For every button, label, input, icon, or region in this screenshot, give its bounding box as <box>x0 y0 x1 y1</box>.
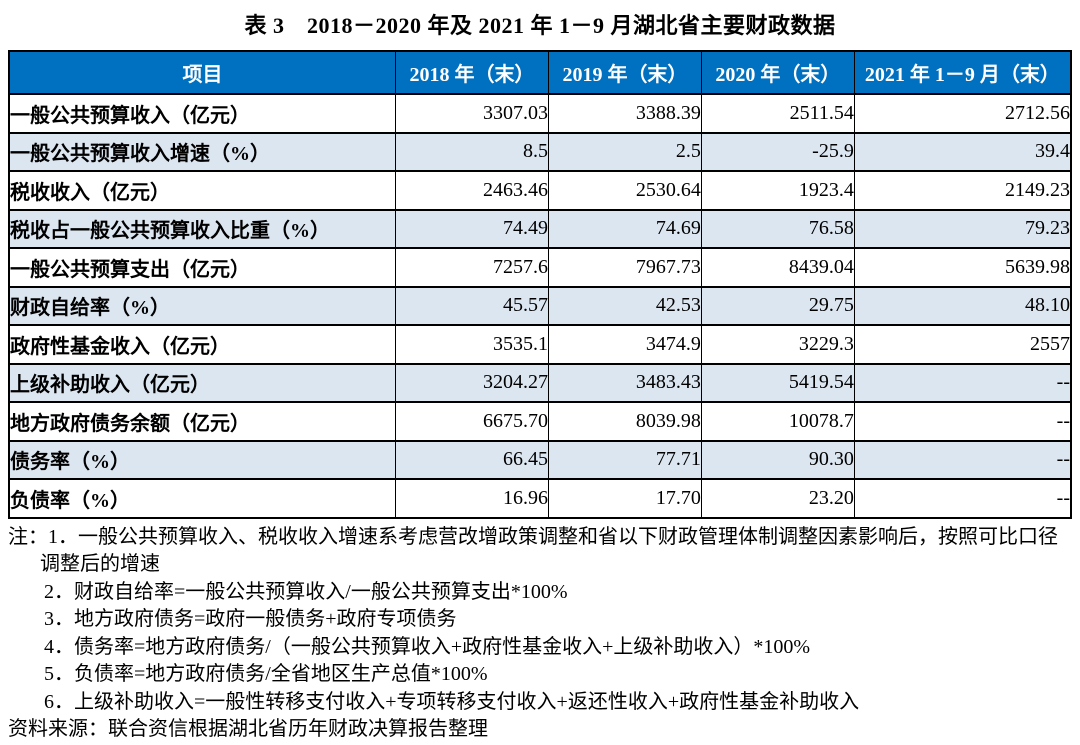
cell-value: 29.75 <box>700 285 855 326</box>
cell-value: 39.4 <box>853 131 1072 172</box>
note-item-4: 4．债务率=地方政府债务/（一般公共预算收入+政府性基金收入+上级补助收入）*1… <box>44 634 1072 662</box>
note-item-1: 注：1．一般公共预算收入、税收收入增速系考虑营改增政策调整和省以下财政管理体制调… <box>8 524 1072 579</box>
row-label: 财政自给率（%） <box>8 285 397 326</box>
row-label: 一般公共预算收入（亿元） <box>8 93 397 134</box>
cell-value: 3474.9 <box>547 324 702 365</box>
table-row: 负债率（%） 16.96 17.70 23.20 -- <box>8 478 1072 519</box>
cell-value: 2149.23 <box>853 170 1072 211</box>
cell-value: 3204.27 <box>395 362 549 403</box>
table-row: 债务率（%） 66.45 77.71 90.30 -- <box>8 439 1072 480</box>
note-number: 2． <box>44 580 74 603</box>
cell-value: 17.70 <box>547 478 702 519</box>
cell-value: 45.57 <box>395 285 549 326</box>
cell-value: -- <box>853 401 1072 442</box>
row-label: 地方政府债务余额（亿元） <box>8 401 397 442</box>
table-row: 一般公共预算收入增速（%） 8.5 2.5 -25.9 39.4 <box>8 131 1072 172</box>
cell-value: 6675.70 <box>395 401 549 442</box>
cell-value: 16.96 <box>395 478 549 519</box>
table-row: 政府性基金收入（亿元） 3535.1 3474.9 3229.3 2557 <box>8 324 1072 365</box>
cell-value: 2557 <box>853 324 1072 365</box>
column-header-2018: 2018 年（末） <box>395 50 549 95</box>
footnotes: 注：1．一般公共预算收入、税收收入增速系考虑营改增政策调整和省以下财政管理体制调… <box>8 524 1072 717</box>
column-header-item: 项目 <box>8 50 397 95</box>
row-label: 税收收入（亿元） <box>8 170 397 211</box>
cell-value: 2463.46 <box>395 170 549 211</box>
cell-value: -- <box>853 478 1072 519</box>
cell-value: 1923.4 <box>700 170 855 211</box>
note-text: 财政自给率=一般公共预算收入/一般公共预算支出*100% <box>74 580 568 603</box>
note-text: 一般公共预算收入、税收收入增速系考虑营改增政策调整和省以下财政管理体制调整因素影… <box>40 525 1058 576</box>
row-label: 一般公共预算支出（亿元） <box>8 247 397 288</box>
note-text: 负债率=地方政府债务/全省地区生产总值*100% <box>74 663 488 685</box>
note-item-3: 3．地方政府债务=政府一般债务+政府专项债务 <box>44 606 1072 634</box>
cell-value: 7967.73 <box>547 247 702 288</box>
cell-value: 2.5 <box>547 131 702 172</box>
table-row: 财政自给率（%） 45.57 42.53 29.75 48.10 <box>8 285 1072 326</box>
note-number: 6． <box>44 690 74 713</box>
fiscal-data-table: 项目 2018 年（末） 2019 年（末） 2020 年（末） 2021 年 … <box>8 50 1072 519</box>
cell-value: 5419.54 <box>700 362 855 403</box>
cell-value: 77.71 <box>547 439 702 480</box>
cell-value: 8.5 <box>395 131 549 172</box>
column-header-2020: 2020 年（末） <box>700 50 855 95</box>
row-label: 政府性基金收入（亿元） <box>8 324 397 365</box>
cell-value: 3229.3 <box>700 324 855 365</box>
note-number: 1． <box>48 525 78 548</box>
note-number: 4． <box>44 635 74 658</box>
cell-value: 23.20 <box>700 478 855 519</box>
notes-label: 注： <box>8 525 48 548</box>
cell-value: -25.9 <box>700 131 855 172</box>
column-header-2019: 2019 年（末） <box>547 50 702 95</box>
cell-value: 42.53 <box>547 285 702 326</box>
cell-value: 3388.39 <box>547 93 702 134</box>
cell-value: -- <box>853 362 1072 403</box>
table-row: 一般公共预算收入（亿元） 3307.03 3388.39 2511.54 271… <box>8 93 1072 134</box>
page-title: 表 3 2018－2020 年及 2021 年 1－9 月湖北省主要财政数据 <box>244 13 836 38</box>
cell-value: 76.58 <box>700 208 855 249</box>
cell-value: 79.23 <box>853 208 1072 249</box>
column-header-2021: 2021 年 1－9 月（末） <box>853 50 1072 95</box>
table-row: 一般公共预算支出（亿元） 7257.6 7967.73 8439.04 5639… <box>8 247 1072 288</box>
note-text: 地方政府债务=政府一般债务+政府专项债务 <box>74 608 457 630</box>
cell-value: 3483.43 <box>547 362 702 403</box>
table-row: 地方政府债务余额（亿元） 6675.70 8039.98 10078.7 -- <box>8 401 1072 442</box>
cell-value: 2511.54 <box>700 93 855 134</box>
row-label: 一般公共预算收入增速（%） <box>8 131 397 172</box>
cell-value: 8439.04 <box>700 247 855 288</box>
header-row: 项目 2018 年（末） 2019 年（末） 2020 年（末） 2021 年 … <box>8 50 1072 95</box>
table-row: 税收占一般公共预算收入比重（%） 74.49 74.69 76.58 79.23 <box>8 208 1072 249</box>
row-label: 负债率（%） <box>8 478 397 519</box>
note-item-5: 5．负债率=地方政府债务/全省地区生产总值*100% <box>44 661 1072 689</box>
cell-value: 5639.98 <box>853 247 1072 288</box>
row-label: 上级补助收入（亿元） <box>8 362 397 403</box>
row-label: 税收占一般公共预算收入比重（%） <box>8 208 397 249</box>
source-line: 资料来源：联合资信根据湖北省历年财政决算报告整理 <box>8 718 488 740</box>
note-number: 3． <box>44 608 74 630</box>
cell-value: 3535.1 <box>395 324 549 365</box>
cell-value: 90.30 <box>700 439 855 480</box>
table-row: 上级补助收入（亿元） 3204.27 3483.43 5419.54 -- <box>8 362 1072 403</box>
cell-value: 48.10 <box>853 285 1072 326</box>
cell-value: 74.49 <box>395 208 549 249</box>
note-text: 上级补助收入=一般性转移支付收入+专项转移支付收入+返还性收入+政府性基金补助收… <box>74 690 860 713</box>
cell-value: 10078.7 <box>700 401 855 442</box>
cell-value: 3307.03 <box>395 93 549 134</box>
note-text: 债务率=地方政府债务/（一般公共预算收入+政府性基金收入+上级补助收入）*100… <box>74 635 811 658</box>
table-row: 税收收入（亿元） 2463.46 2530.64 1923.4 2149.23 <box>8 170 1072 211</box>
cell-value: -- <box>853 439 1072 480</box>
note-number: 5． <box>44 663 74 685</box>
cell-value: 7257.6 <box>395 247 549 288</box>
cell-value: 2530.64 <box>547 170 702 211</box>
cell-value: 8039.98 <box>547 401 702 442</box>
cell-value: 2712.56 <box>853 93 1072 134</box>
note-item-2: 2．财政自给率=一般公共预算收入/一般公共预算支出*100% <box>44 579 1072 607</box>
note-item-6: 6．上级补助收入=一般性转移支付收入+专项转移支付收入+返还性收入+政府性基金补… <box>44 689 1072 717</box>
cell-value: 66.45 <box>395 439 549 480</box>
row-label: 债务率（%） <box>8 439 397 480</box>
cell-value: 74.69 <box>547 208 702 249</box>
